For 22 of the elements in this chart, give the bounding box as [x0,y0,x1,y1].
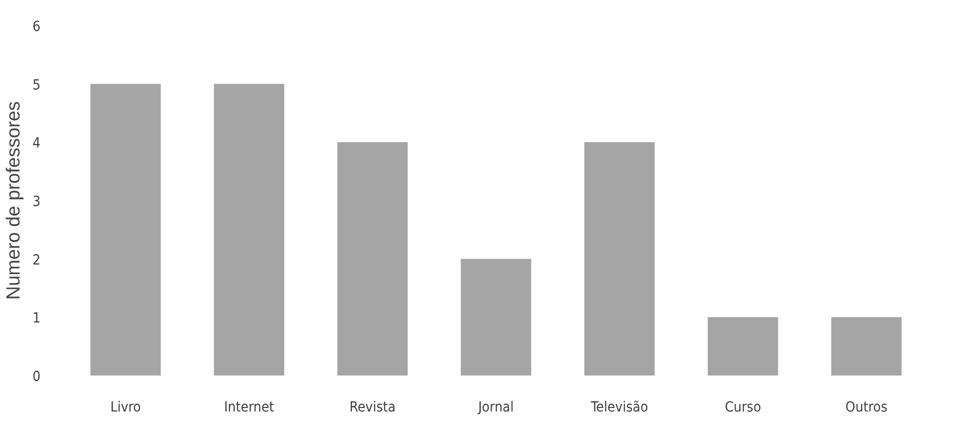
x-tick-label: Revista [350,400,396,416]
x-tick-label: Curso [724,400,762,416]
y-tick-label: 5 [32,77,41,94]
bar [584,142,655,376]
bar [337,142,408,376]
y-tick-label: 4 [32,136,41,152]
x-tick-label: Outros [845,400,888,416]
y-axis-title: Numero de professores [3,101,24,300]
y-tick-label: 6 [32,19,41,35]
bar [708,317,778,376]
x-tick-label: Livro [110,400,142,416]
x-tick-label: Internet [224,400,274,416]
y-tick-label: 2 [32,252,41,268]
x-tick-label: Televisão [590,400,648,416]
bar [214,84,284,376]
bar [90,84,161,376]
bar [460,258,532,376]
y-tick-label: 1 [32,310,41,327]
y-tick-label: 3 [32,194,41,210]
bar [831,317,902,376]
y-tick-label: 0 [32,369,41,385]
x-tick-label: Jornal [477,400,514,416]
